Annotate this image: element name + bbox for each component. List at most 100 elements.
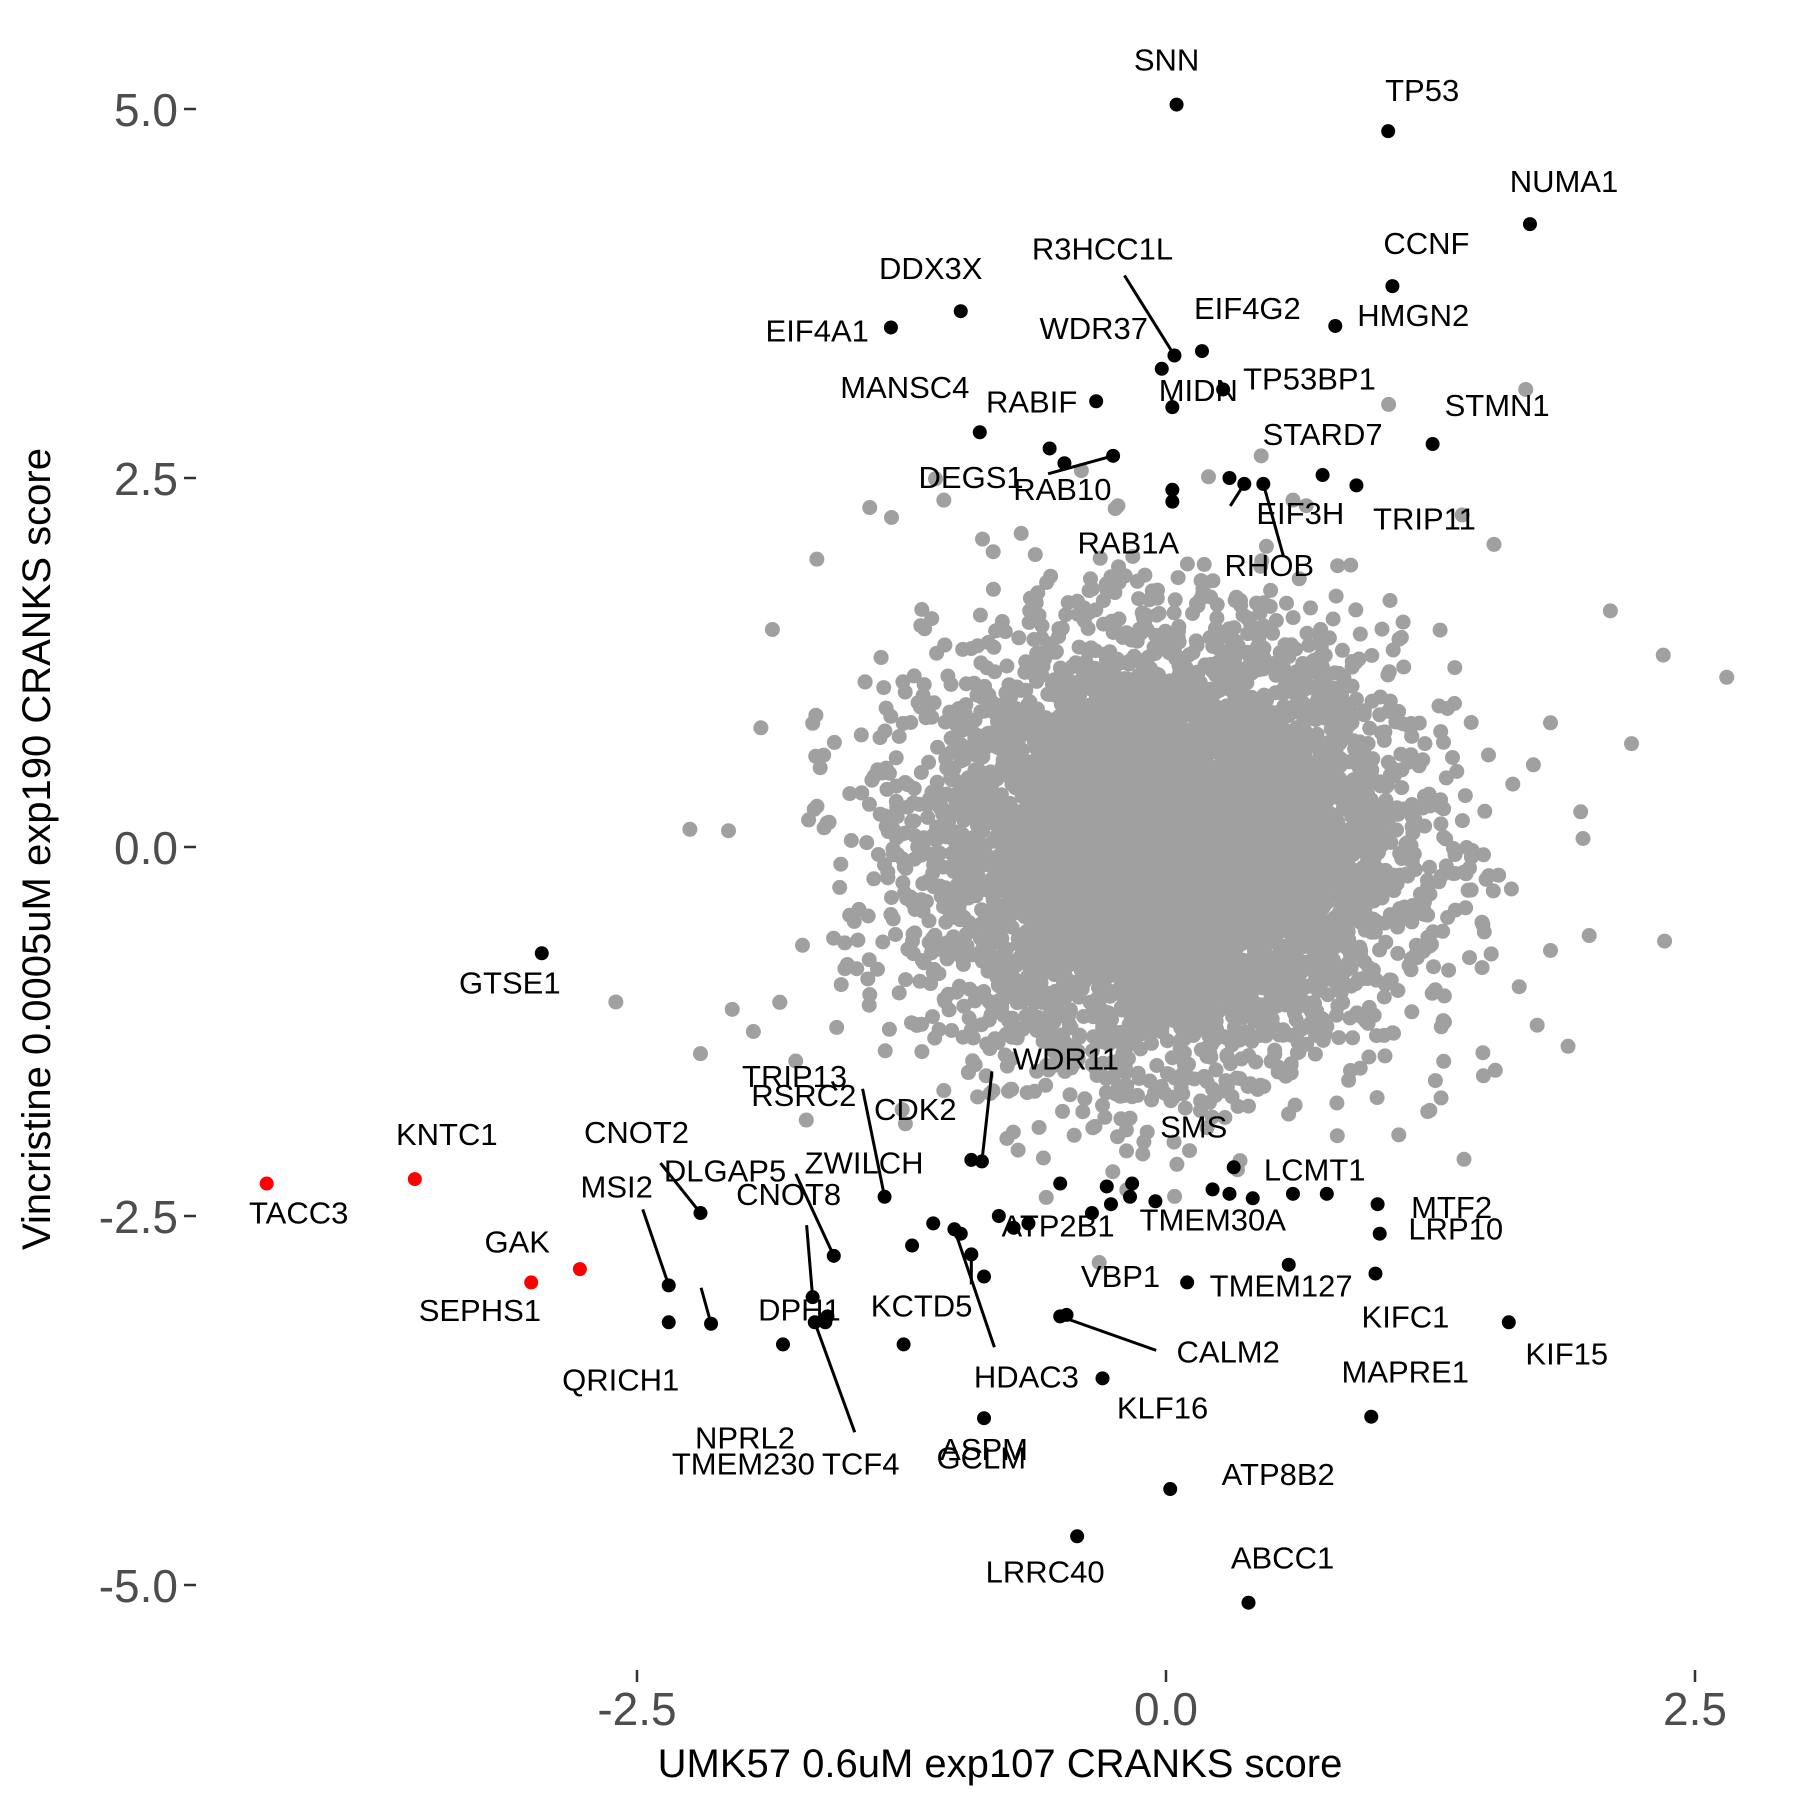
background-point	[878, 760, 894, 776]
background-point	[1329, 1007, 1344, 1023]
background-point	[1254, 553, 1270, 569]
background-point	[1105, 1164, 1121, 1180]
background-point	[1075, 1104, 1091, 1120]
background-point	[924, 709, 940, 725]
background-point	[1307, 995, 1322, 1011]
background-point	[1415, 752, 1431, 768]
background-point	[944, 1023, 960, 1038]
background-point	[1258, 538, 1274, 554]
background-point	[1425, 924, 1441, 940]
background-point	[1266, 1019, 1282, 1035]
background-point	[1462, 950, 1477, 966]
background-point	[826, 734, 842, 750]
background-point	[1081, 583, 1097, 599]
background-point	[1476, 847, 1491, 863]
background-point	[853, 727, 869, 743]
background-point	[1374, 621, 1390, 637]
background-point	[1505, 776, 1521, 792]
background-point	[1113, 1111, 1129, 1127]
background-point	[913, 618, 929, 634]
background-point	[1038, 1189, 1054, 1205]
background-point	[985, 544, 1001, 560]
background-point	[1217, 1110, 1233, 1125]
background-point	[1118, 1065, 1134, 1081]
background-point	[1285, 610, 1301, 626]
background-point	[1125, 549, 1141, 564]
background-point	[1377, 1048, 1393, 1064]
background-point	[1027, 995, 1043, 1011]
background-point	[1360, 736, 1376, 751]
background-point	[861, 997, 877, 1013]
background-point	[1097, 646, 1113, 662]
background-point	[1436, 988, 1452, 1004]
background-point	[1449, 763, 1465, 779]
background-point	[1248, 1054, 1264, 1070]
background-point	[999, 658, 1015, 674]
background-point	[1153, 1079, 1169, 1094]
background-point	[970, 1089, 986, 1105]
background-point	[829, 1019, 845, 1035]
background-point	[1426, 959, 1441, 975]
background-point	[1458, 900, 1474, 916]
background-point	[1268, 613, 1284, 628]
background-point	[1034, 618, 1050, 634]
background-point	[1035, 1150, 1051, 1166]
background-point	[861, 952, 877, 968]
background-point	[875, 934, 891, 950]
background-point	[1104, 613, 1120, 629]
background-point	[1279, 595, 1294, 611]
background-point	[985, 581, 1001, 597]
background-point	[1424, 985, 1440, 1001]
background-point	[955, 956, 971, 972]
background-point	[931, 1022, 947, 1037]
background-point	[941, 1002, 957, 1018]
background-point	[1035, 1033, 1051, 1049]
background-point	[1281, 1106, 1297, 1122]
background-point	[833, 856, 849, 872]
background-point	[1221, 621, 1237, 637]
background-point	[1529, 1017, 1545, 1033]
background-point	[1422, 859, 1437, 875]
background-point	[921, 754, 937, 770]
background-point	[1196, 556, 1212, 572]
background-point	[1445, 750, 1460, 765]
background-point	[1352, 626, 1368, 642]
background-point	[988, 623, 1004, 639]
background-point	[843, 833, 859, 848]
background-point	[860, 908, 876, 924]
background-point	[837, 935, 853, 951]
background-point	[1331, 1030, 1347, 1046]
background-point	[1457, 788, 1473, 804]
background-point	[1095, 593, 1111, 609]
background-point	[1144, 1092, 1159, 1108]
background-point	[1135, 1146, 1151, 1162]
background-point	[1041, 1062, 1057, 1078]
background-point	[1487, 1062, 1503, 1078]
background-point	[1456, 1151, 1472, 1167]
background-point	[808, 748, 824, 764]
background-point	[1475, 917, 1491, 933]
background-point	[906, 851, 922, 867]
background-point	[1404, 914, 1420, 930]
background-point	[1091, 1255, 1107, 1270]
background-point	[1076, 1009, 1092, 1024]
background-point	[888, 793, 904, 809]
background-point	[1241, 1098, 1256, 1114]
background-point	[891, 729, 907, 744]
background-point	[1276, 660, 1291, 676]
background-point	[833, 977, 849, 993]
background-point	[721, 823, 736, 839]
background-point	[1433, 868, 1449, 884]
background-point	[1070, 593, 1085, 609]
background-point	[826, 930, 842, 946]
background-point	[1149, 1058, 1165, 1073]
background-point	[1092, 550, 1108, 566]
background-point	[1463, 715, 1479, 730]
background-point	[859, 835, 875, 851]
background-point	[1119, 625, 1134, 641]
background-point	[1439, 701, 1455, 716]
background-point	[1364, 648, 1380, 663]
background-point	[1404, 1004, 1420, 1020]
background-point	[1657, 933, 1673, 949]
